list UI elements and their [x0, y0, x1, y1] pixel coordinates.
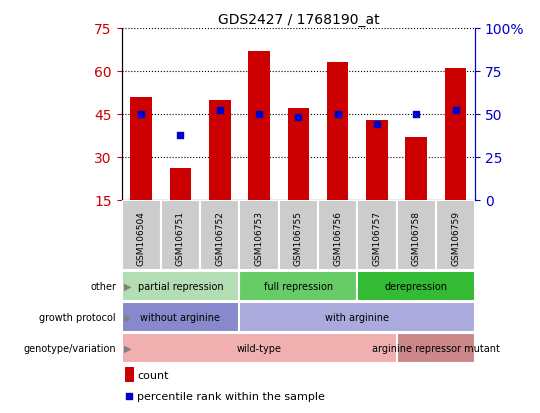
Text: GSM106755: GSM106755: [294, 211, 303, 266]
Text: partial repression: partial repression: [138, 281, 223, 291]
Bar: [357, 200, 396, 271]
Text: ▶: ▶: [124, 281, 132, 291]
Bar: [239, 271, 357, 301]
Point: [373, 121, 381, 128]
Text: ▶: ▶: [124, 312, 132, 322]
Point: [215, 108, 224, 114]
Bar: [161, 200, 200, 271]
Point: [255, 111, 264, 118]
Text: wild-type: wild-type: [237, 343, 281, 353]
Bar: [122, 302, 239, 332]
Point: [333, 111, 342, 118]
Bar: [406, 138, 427, 200]
Text: GSM106504: GSM106504: [137, 211, 146, 266]
Text: without arginine: without arginine: [140, 312, 220, 322]
Text: GSM106758: GSM106758: [412, 211, 421, 266]
Bar: [122, 200, 161, 271]
Text: other: other: [90, 281, 116, 291]
Text: with arginine: with arginine: [325, 312, 389, 322]
Bar: [248, 52, 270, 200]
Bar: [125, 368, 134, 382]
Bar: [318, 200, 357, 271]
Point: [451, 108, 460, 114]
Text: growth protocol: growth protocol: [39, 312, 116, 322]
Title: GDS2427 / 1768190_at: GDS2427 / 1768190_at: [218, 12, 379, 26]
Text: percentile rank within the sample: percentile rank within the sample: [137, 392, 325, 401]
Point: [176, 132, 185, 138]
Text: GSM106759: GSM106759: [451, 211, 460, 266]
Bar: [239, 302, 475, 332]
Text: GSM106751: GSM106751: [176, 211, 185, 266]
Text: arginine repressor mutant: arginine repressor mutant: [372, 343, 500, 353]
Bar: [396, 333, 475, 363]
Text: GSM106752: GSM106752: [215, 211, 224, 266]
Bar: [357, 271, 475, 301]
Bar: [209, 100, 231, 200]
Bar: [366, 120, 388, 200]
Text: derepression: derepression: [384, 281, 448, 291]
Bar: [287, 109, 309, 200]
Bar: [445, 69, 467, 200]
Point: [412, 111, 421, 118]
Bar: [130, 97, 152, 200]
Bar: [327, 63, 348, 200]
Bar: [200, 200, 239, 271]
Bar: [279, 200, 318, 271]
Text: GSM106753: GSM106753: [254, 211, 264, 266]
Bar: [436, 200, 475, 271]
Bar: [122, 271, 239, 301]
Text: full repression: full repression: [264, 281, 333, 291]
Bar: [396, 200, 436, 271]
Text: GSM106757: GSM106757: [373, 211, 381, 266]
Point: [125, 393, 134, 400]
Bar: [122, 333, 396, 363]
Bar: [170, 169, 191, 200]
Text: count: count: [137, 370, 169, 380]
Bar: [239, 200, 279, 271]
Point: [137, 111, 145, 118]
Point: [294, 115, 303, 121]
Text: genotype/variation: genotype/variation: [23, 343, 116, 353]
Text: ▶: ▶: [124, 343, 132, 353]
Text: GSM106756: GSM106756: [333, 211, 342, 266]
